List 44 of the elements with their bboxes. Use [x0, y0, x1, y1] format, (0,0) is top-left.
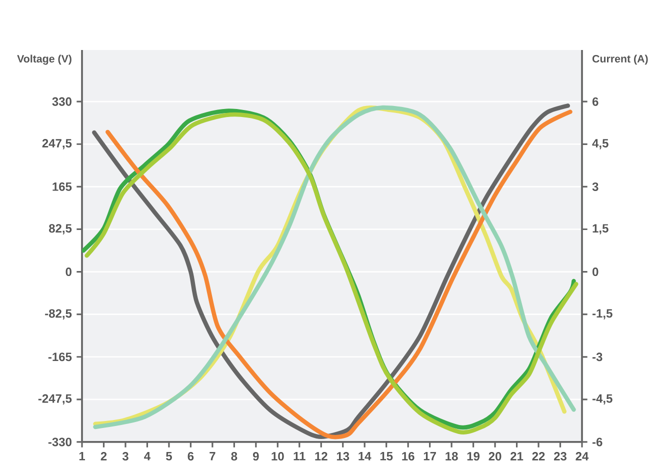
x-tick-label: 23 [554, 452, 566, 461]
y-tick-label: 330 [52, 97, 72, 106]
y-tick-label: 247,5 [42, 139, 72, 150]
y-tick-label: 82,5 [48, 224, 72, 234]
x-tick-label: 19 [467, 452, 480, 461]
y-tick-label: -330 [48, 438, 72, 446]
x-tick-label: 8 [231, 452, 238, 461]
x-tick-label: 12 [315, 452, 328, 460]
x-tick-label: 4 [144, 452, 150, 460]
y2-tick-label: 3 [592, 182, 598, 191]
x-tick-label: 24 [576, 452, 589, 460]
y-tick-label: -82,5 [45, 309, 72, 320]
y2-tick-label: -6 [592, 438, 602, 446]
y-tick-label: 165 [52, 182, 72, 191]
y2-tick-label: 0 [592, 268, 598, 276]
x-tick-label: 5 [166, 452, 172, 460]
x-tick-label: 11 [294, 452, 306, 460]
x-tick-label: 16 [402, 452, 414, 461]
y2-tick-label: 1,5 [592, 224, 608, 234]
y2-tick-label: 6 [592, 97, 598, 106]
y2-tick-label: -3 [592, 352, 602, 362]
x-tick-label: 14 [358, 452, 372, 460]
x-tick-label: 18 [446, 452, 458, 461]
x-tick-label: 17 [424, 452, 436, 460]
x-tick-label: 9 [252, 452, 259, 461]
x-tick-label: 15 [380, 452, 393, 460]
y-tick-label: -165 [48, 352, 72, 362]
x-tick-label: 20 [488, 452, 502, 461]
x-tick-label: 3 [122, 452, 128, 461]
x-tick-label: 21 [510, 452, 524, 460]
y-tick-label: -247,5 [38, 394, 72, 405]
y2-tick-label: 4,5 [592, 139, 608, 150]
x-tick-label: 10 [272, 452, 284, 461]
x-tick-label: 1 [79, 452, 86, 460]
x-tick-label: 6 [188, 452, 194, 461]
x-tick-label: 22 [532, 452, 545, 460]
y2-axis-title: Current (A) [592, 54, 648, 65]
y-tick-label: 0 [66, 268, 72, 276]
y-axis-title: Voltage (V) [17, 54, 72, 65]
y2-tick-label: -4,5 [592, 394, 612, 404]
y2-tick-label: -1,5 [592, 309, 612, 320]
x-tick-label: 7 [210, 452, 216, 460]
x-tick-label: 13 [336, 452, 350, 461]
x-tick-label: 2 [100, 452, 107, 460]
